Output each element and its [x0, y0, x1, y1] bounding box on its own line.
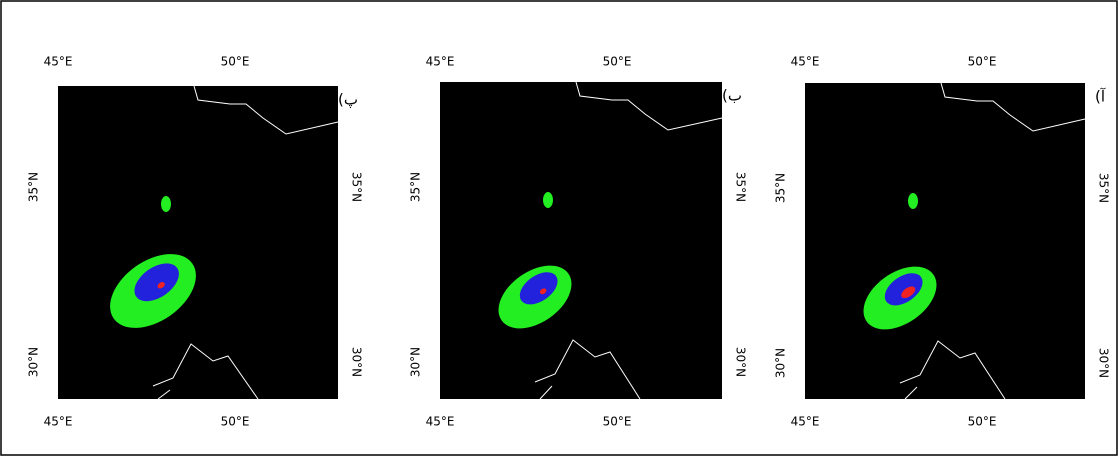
- precip-high: [539, 288, 547, 295]
- map-background: [805, 83, 1085, 399]
- precip-high: [157, 282, 165, 289]
- lat-tick-label: 30°N: [774, 348, 788, 378]
- lon-tick-label: 50°E: [603, 55, 632, 69]
- coastline: [157, 389, 171, 400]
- lat-tick-label: 30°N: [1097, 348, 1111, 378]
- lat-tick-label: 35°N: [734, 172, 748, 202]
- precip-mid: [884, 273, 923, 306]
- lat-tick-label: 35°N: [350, 172, 364, 202]
- lon-tick-label: 45°E: [791, 415, 820, 429]
- coastline: [193, 85, 339, 135]
- lon-tick-label: 50°E: [603, 415, 632, 429]
- lon-tick-label: 50°E: [968, 55, 997, 69]
- map-background: [440, 82, 722, 399]
- precip-low: [543, 192, 553, 208]
- lat-tick-label: 30°N: [350, 347, 364, 377]
- coastline: [152, 343, 259, 400]
- lon-tick-label: 45°E: [426, 415, 455, 429]
- lon-tick-label: 50°E: [968, 415, 997, 429]
- coastline: [534, 339, 641, 400]
- panel-label: (ب: [722, 87, 742, 105]
- coastline: [899, 340, 1006, 400]
- lat-tick-label: 35°N: [774, 173, 788, 203]
- lon-tick-label: 45°E: [791, 55, 820, 69]
- lon-tick-label: 45°E: [426, 55, 455, 69]
- panel-label: (آ: [1095, 88, 1106, 106]
- lat-tick-label: 30°N: [734, 347, 748, 377]
- coastline: [539, 385, 553, 400]
- map-panel: [440, 81, 723, 400]
- lat-tick-label: 35°N: [409, 172, 423, 202]
- lat-tick-label: 30°N: [27, 347, 41, 377]
- lat-tick-label: 30°N: [409, 347, 423, 377]
- coastline: [575, 81, 723, 131]
- lat-tick-label: 35°N: [27, 172, 41, 202]
- lon-tick-label: 45°E: [44, 415, 73, 429]
- lon-tick-label: 50°E: [221, 415, 250, 429]
- panel-label: (پ: [338, 91, 358, 109]
- precip-low: [908, 193, 918, 209]
- precip-mid: [134, 263, 179, 302]
- map-background: [58, 86, 338, 399]
- coastline: [940, 82, 1086, 132]
- lat-tick-label: 35°N: [1097, 173, 1111, 203]
- map-panel: [58, 85, 339, 400]
- map-panel: [805, 82, 1086, 400]
- coastline: [904, 386, 918, 400]
- precip-high: [901, 286, 916, 299]
- lon-tick-label: 45°E: [44, 55, 73, 69]
- lon-tick-label: 50°E: [221, 55, 250, 69]
- precip-mid: [519, 272, 558, 305]
- precip-low: [161, 196, 171, 212]
